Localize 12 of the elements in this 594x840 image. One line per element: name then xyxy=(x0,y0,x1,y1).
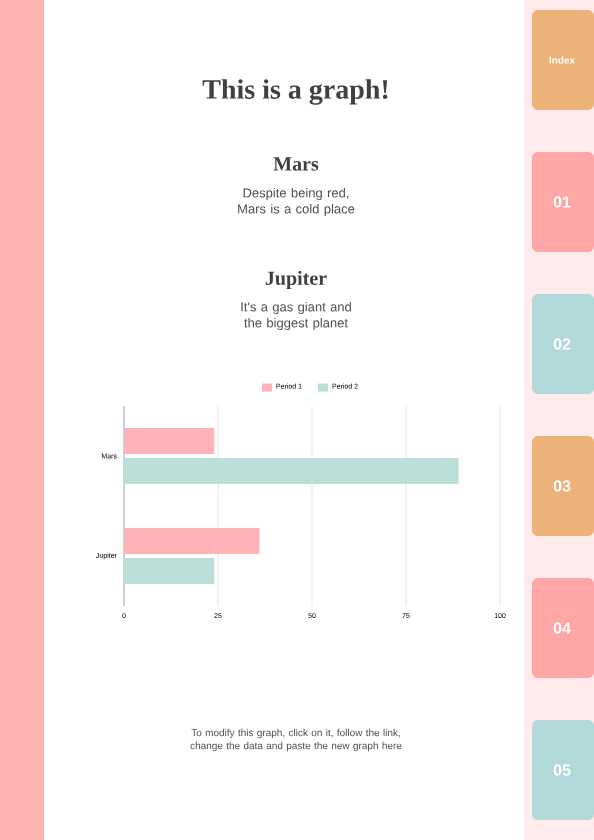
text: 01 xyxy=(553,196,571,208)
text: 05 xyxy=(553,764,571,776)
text: Jupiter xyxy=(265,270,327,290)
text: 04 xyxy=(553,622,571,634)
chart-title: This is a graph! xyxy=(202,79,388,105)
text: 02 xyxy=(553,338,571,350)
bar xyxy=(124,528,260,555)
text: Mars xyxy=(273,157,319,171)
bar xyxy=(124,558,215,585)
bar xyxy=(124,428,215,455)
text: 03 xyxy=(553,480,571,492)
bar xyxy=(124,458,459,485)
